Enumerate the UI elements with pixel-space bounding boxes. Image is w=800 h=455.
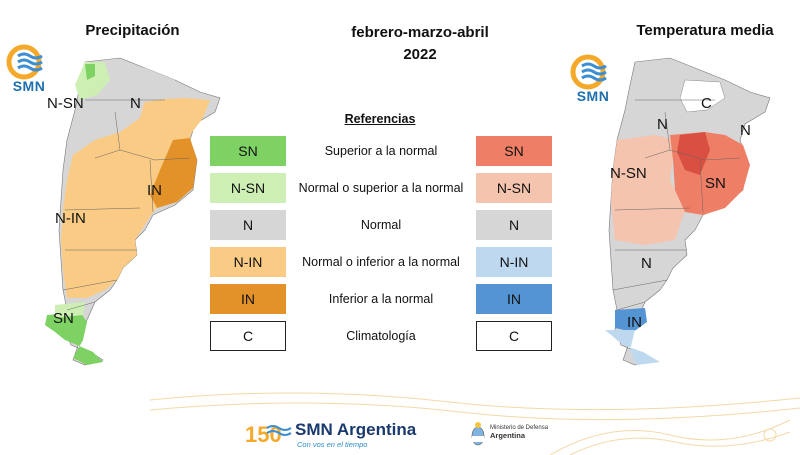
precipitation-title: Precipitación	[85, 22, 180, 39]
precip-swatch-c: C	[210, 321, 286, 351]
footer-brand-text: SMN Argentina	[295, 420, 417, 439]
period-year: 2022	[403, 46, 437, 63]
temp-label-in: IN	[627, 314, 642, 331]
temperature-title: Temperatura media	[636, 22, 774, 39]
ministry-line2: Argentina	[490, 431, 526, 440]
legend-label-n-in: Normal o inferior a la normal	[302, 255, 460, 269]
temp-label-c: C	[701, 95, 712, 112]
precip-swatch-n-sn: N-SN	[210, 173, 286, 203]
smn-argentina-logo: 150 SMN Argentina Con vos en el tiempo	[245, 418, 435, 452]
smn-logo-text: SMN	[12, 78, 46, 94]
precip-swatch-n-in: N-IN	[210, 247, 286, 277]
legend-label-c: Climatología	[346, 329, 416, 343]
legend-label-sn: Superior a la normal	[324, 144, 438, 158]
temp-label-sn: SN	[705, 175, 726, 192]
legend-title: Referencias	[344, 112, 416, 126]
precip-swatch-sn: SN	[210, 136, 286, 166]
temp-label-n-south: N	[641, 255, 652, 272]
temp-swatch-n-sn: N-SN	[476, 173, 552, 203]
smn-logo-left: SMN	[4, 42, 54, 102]
legend-label-n: Normal	[360, 218, 402, 232]
temp-label-n-north: N	[657, 116, 668, 133]
smn-logo-right: SMN	[568, 52, 618, 112]
period-months: febrero-marzo-abril	[351, 24, 489, 41]
precip-label-n: N	[130, 95, 141, 112]
ministry-line1: Ministerio de Defensa	[490, 425, 549, 431]
legend-row-c: C Climatología C	[210, 321, 552, 351]
sun-wave-icon	[570, 54, 607, 90]
precipitation-map: N-SN N IN N-IN SN	[25, 40, 225, 380]
period-title: febrero-marzo-abril 2022	[320, 22, 520, 66]
smn-150-icon: 150	[245, 422, 292, 447]
precip-label-sn: SN	[53, 310, 74, 327]
footer-tagline: Con vos en el tiempo	[297, 440, 368, 449]
precip-swatch-in: IN	[210, 284, 286, 314]
legend-row-in: IN Inferior a la normal IN	[210, 284, 552, 314]
legend-row-n-in: N-IN Normal o inferior a la normal N-IN	[210, 247, 552, 277]
sun-wave-icon	[6, 44, 43, 80]
precip-label-in: IN	[147, 182, 162, 199]
temp-swatch-n-in: N-IN	[476, 247, 552, 277]
legend-label-in: Inferior a la normal	[328, 292, 434, 306]
temp-swatch-in: IN	[476, 284, 552, 314]
ministry-text: Ministerio de Defensa Argentina	[490, 424, 548, 440]
temp-swatch-n: N	[476, 210, 552, 240]
temp-swatch-c: C	[476, 321, 552, 351]
ministry-logo: Ministerio de Defensa Argentina	[470, 420, 570, 450]
coat-of-arms-icon	[471, 422, 485, 446]
temp-label-n-sn: N-SN	[610, 165, 647, 182]
legend-row-n: N Normal N	[210, 210, 552, 240]
precip-label-n-in: N-IN	[55, 210, 86, 227]
temp-swatch-sn: SN	[476, 136, 552, 166]
contour-decoration	[150, 392, 800, 455]
smn-logo-text: SMN	[576, 88, 610, 104]
temp-label-n-northeast: N	[740, 122, 751, 139]
legend-label-n-sn: Normal o superior a la normal	[298, 181, 464, 195]
legend-row-sn: SN Superior a la normal SN	[210, 136, 552, 166]
temperature-map: C N N N-SN SN N IN	[575, 40, 775, 380]
precip-swatch-n: N	[210, 210, 286, 240]
legend-row-n-sn: N-SN Normal o superior a la normal N-SN	[210, 173, 552, 203]
precip-label-n-sn: N-SN	[47, 95, 84, 112]
